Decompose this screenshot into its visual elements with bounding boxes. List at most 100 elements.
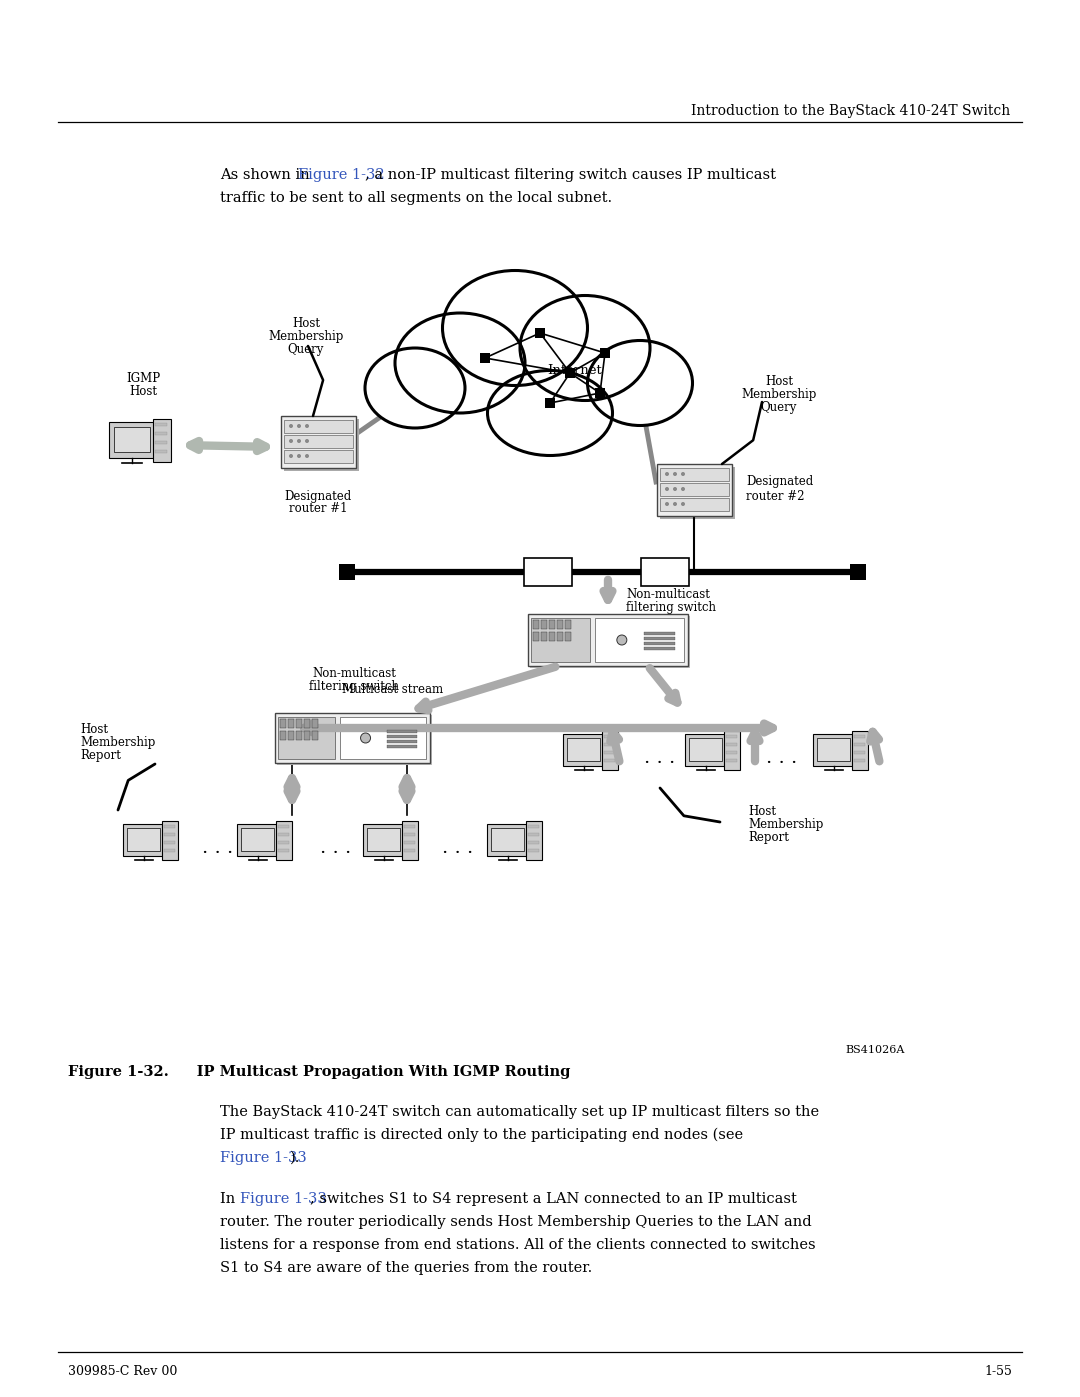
Bar: [644, 643, 675, 645]
Circle shape: [665, 488, 669, 490]
Text: . . .: . . .: [443, 840, 474, 856]
Text: Figure 1-33: Figure 1-33: [220, 1151, 307, 1165]
Bar: [854, 735, 865, 738]
Bar: [127, 828, 160, 851]
Bar: [278, 717, 335, 759]
Bar: [644, 647, 675, 650]
Bar: [565, 631, 571, 641]
Bar: [528, 826, 539, 828]
Bar: [284, 420, 353, 433]
Text: traffic to be sent to all segments on the local subnet.: traffic to be sent to all segments on th…: [220, 191, 612, 205]
Bar: [563, 733, 605, 766]
Text: Membership: Membership: [268, 330, 343, 344]
Text: IGMP: IGMP: [126, 372, 160, 386]
Circle shape: [289, 425, 293, 427]
Bar: [404, 849, 415, 852]
Ellipse shape: [443, 271, 588, 386]
Bar: [724, 731, 740, 770]
Bar: [567, 738, 600, 761]
Text: As shown in: As shown in: [220, 168, 314, 182]
Bar: [367, 828, 400, 851]
Bar: [604, 759, 615, 761]
Circle shape: [297, 439, 301, 443]
Text: In: In: [220, 1192, 240, 1206]
Text: Report: Report: [748, 831, 788, 844]
Text: Non-multicast: Non-multicast: [626, 588, 710, 601]
Bar: [164, 826, 175, 828]
Bar: [153, 419, 171, 462]
Bar: [565, 620, 571, 629]
Circle shape: [297, 425, 301, 427]
Bar: [280, 719, 285, 728]
Ellipse shape: [588, 341, 692, 426]
Circle shape: [681, 502, 685, 506]
Bar: [274, 712, 430, 763]
Ellipse shape: [395, 313, 525, 414]
Bar: [278, 849, 289, 852]
Circle shape: [681, 472, 685, 476]
Text: Host: Host: [748, 805, 777, 819]
Text: Multicast stream: Multicast stream: [342, 683, 443, 696]
Text: ).: ).: [291, 1151, 300, 1165]
Text: . . .: . . .: [645, 749, 676, 767]
Bar: [156, 441, 167, 444]
Bar: [595, 617, 684, 662]
Text: Query: Query: [760, 401, 797, 414]
Bar: [123, 824, 165, 856]
Text: 309985-C Rev 00: 309985-C Rev 00: [68, 1365, 177, 1377]
Bar: [541, 631, 546, 641]
Bar: [311, 731, 318, 740]
Bar: [487, 824, 529, 856]
Bar: [339, 564, 355, 580]
Bar: [276, 715, 432, 766]
Bar: [109, 422, 156, 458]
Circle shape: [305, 425, 309, 427]
Bar: [528, 849, 539, 852]
Bar: [278, 841, 289, 844]
Text: Designated: Designated: [284, 490, 352, 503]
Bar: [241, 828, 274, 851]
Bar: [156, 423, 167, 426]
Bar: [237, 824, 279, 856]
Circle shape: [681, 488, 685, 490]
Bar: [602, 731, 618, 770]
Bar: [644, 637, 675, 640]
Text: Query: Query: [287, 344, 324, 356]
Bar: [491, 828, 524, 851]
Bar: [557, 631, 563, 641]
Bar: [284, 434, 353, 448]
Bar: [281, 416, 356, 468]
Bar: [557, 620, 563, 629]
Bar: [340, 717, 426, 759]
Bar: [311, 719, 318, 728]
Circle shape: [673, 472, 677, 476]
Bar: [604, 743, 615, 746]
Bar: [642, 557, 689, 585]
Text: . . .: . . .: [767, 749, 798, 767]
Bar: [528, 841, 539, 844]
Text: router #2: router #2: [746, 489, 805, 503]
Circle shape: [305, 454, 309, 458]
Bar: [528, 615, 688, 666]
Circle shape: [673, 488, 677, 490]
Text: router. The router periodically sends Host Membership Queries to the LAN and: router. The router periodically sends Ho…: [220, 1215, 812, 1229]
Bar: [528, 833, 539, 835]
Bar: [404, 841, 415, 844]
Bar: [287, 719, 294, 728]
Bar: [813, 733, 855, 766]
Text: IP Multicast Propagation With IGMP Routing: IP Multicast Propagation With IGMP Routi…: [166, 1065, 570, 1078]
Bar: [595, 388, 605, 398]
Bar: [534, 631, 539, 641]
Circle shape: [289, 439, 293, 443]
Bar: [387, 735, 417, 738]
Text: router #1: router #1: [288, 502, 348, 515]
Text: Non-multicast: Non-multicast: [312, 666, 396, 680]
Bar: [816, 738, 850, 761]
Text: Host: Host: [80, 724, 108, 736]
Bar: [726, 759, 737, 761]
Circle shape: [305, 439, 309, 443]
Bar: [156, 432, 167, 434]
Bar: [303, 731, 310, 740]
Text: Designated: Designated: [746, 475, 813, 489]
Text: Membership: Membership: [80, 736, 156, 749]
